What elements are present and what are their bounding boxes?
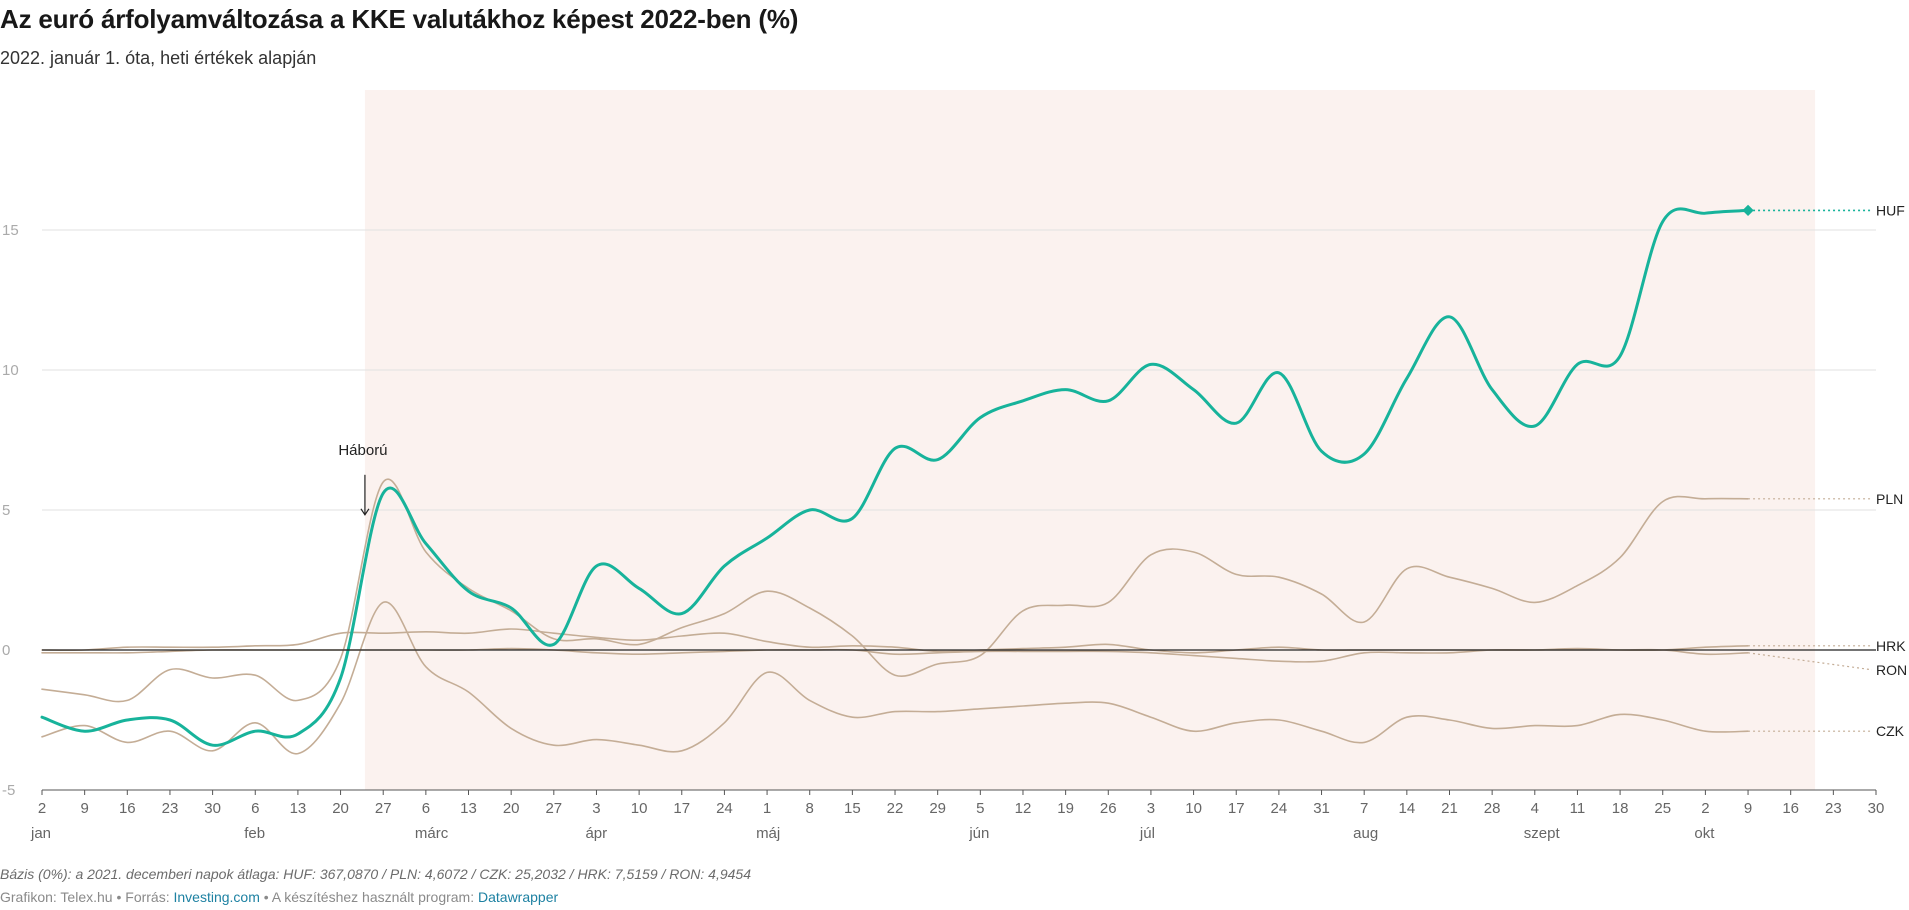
series-line-pln (41, 478, 1749, 703)
series-label-ron: RON (1876, 662, 1907, 678)
month-label: jan (30, 825, 51, 842)
x-tick-label: 11 (1570, 800, 1586, 817)
month-label: aug (1353, 825, 1378, 842)
chart-subtitle: 2022. január 1. óta, heti értékek alapjá… (0, 48, 317, 68)
x-tick-label: 13 (460, 800, 477, 817)
datawrapper-link[interactable]: Datawrapper (478, 889, 559, 905)
x-tick-label: 29 (929, 800, 946, 817)
y-tick-label: 5 (2, 502, 10, 519)
x-tick-label: 2 (1701, 800, 1709, 817)
series-line-czk (41, 601, 1749, 755)
month-label: márc (415, 825, 449, 842)
series-label-czk: CZK (1876, 723, 1905, 739)
x-tick-label: 1 (763, 800, 771, 817)
x-tick-label: 25 (1654, 800, 1671, 817)
x-tick-label: 17 (1228, 800, 1245, 817)
x-tick-label: 7 (1360, 800, 1368, 817)
x-tick-label: 27 (545, 800, 562, 817)
x-tick-label: 18 (1612, 800, 1629, 817)
x-tick-label: 21 (1441, 800, 1458, 817)
x-tick-label: 14 (1398, 800, 1415, 817)
x-tick-label: 23 (162, 800, 179, 817)
month-label: okt (1694, 825, 1715, 842)
x-tick-label: 16 (1782, 800, 1799, 817)
y-tick-label: 0 (2, 642, 10, 659)
x-tick-label: 24 (1271, 800, 1288, 817)
credit-middle: • A készítéshez használt program: (259, 889, 478, 905)
y-tick-label: 15 (2, 222, 19, 239)
x-tick-label: 20 (503, 800, 520, 817)
x-tick-label: 22 (887, 800, 904, 817)
y-axis: -5 0 5 10 15 (2, 222, 19, 799)
x-tick-label: 13 (290, 800, 307, 817)
x-tick-label: 26 (1100, 800, 1117, 817)
credit-prefix: Grafikon: Telex.hu • Forrás: (0, 889, 174, 905)
x-tick-label: 30 (1868, 800, 1885, 817)
x-tick-label: 8 (806, 800, 814, 817)
x-tick-label: 9 (80, 800, 88, 817)
x-tick-label: 4 (1531, 800, 1539, 817)
y-tick-label: 10 (2, 362, 19, 379)
highlight-range-band (364, 90, 1816, 790)
x-tick-label: 12 (1015, 800, 1032, 817)
series-labels: PLN CZK HRK RON HUF (1876, 202, 1907, 739)
series-extension-ron (1747, 652, 1873, 671)
month-label: szept (1524, 825, 1561, 842)
series-end-marker-huf (1742, 204, 1754, 217)
month-label: máj (756, 825, 780, 842)
x-axis: 2 9 16 23 30 6 13 20 27 6 13 20 27 3 10 17 24 1 8 15 22 29 5 12… (30, 789, 1885, 842)
x-tick-label: 27 (375, 800, 392, 817)
x-tick-label: 2 (38, 800, 46, 817)
grid-lines (42, 229, 1876, 511)
x-tick-label: 5 (976, 800, 984, 817)
x-tick-label: 17 (673, 800, 690, 817)
annotation-arrow-head (360, 508, 370, 516)
source-link[interactable]: Investing.com (173, 889, 260, 905)
war-period-range (364, 90, 1816, 790)
annotation: Háború (338, 442, 388, 516)
month-label: ápr (585, 825, 607, 842)
x-tick-label: 15 (844, 800, 861, 817)
series-lines (40, 204, 1876, 755)
x-tick-label: 3 (1147, 800, 1155, 817)
x-tick-label: 6 (422, 800, 430, 817)
chart-notes: Bázis (0%): a 2021. decemberi napok átla… (0, 866, 751, 882)
chart-credits: Grafikon: Telex.hu • Forrás: Investing.c… (0, 889, 558, 905)
series-label-pln: PLN (1876, 491, 1903, 507)
x-tick-label: 19 (1057, 800, 1074, 817)
x-tick-label: 30 (204, 800, 221, 817)
x-tick-label: 20 (332, 800, 349, 817)
month-label: jún (968, 825, 989, 842)
series-label-huf: HUF (1876, 202, 1905, 218)
annotation-label: Háború (338, 442, 387, 459)
x-tick-label: 3 (592, 800, 600, 817)
series-label-hrk: HRK (1876, 638, 1906, 654)
y-tick-label: -5 (2, 782, 15, 799)
series-line-huf (40, 207, 1750, 747)
x-tick-label: 6 (251, 800, 259, 817)
x-tick-label: 16 (119, 800, 136, 817)
x-tick-label: 10 (1185, 800, 1202, 817)
x-tick-label: 10 (631, 800, 648, 817)
month-label: júl (1139, 825, 1155, 842)
chart-title: Az euró árfolyamváltozása a KKE valutákh… (0, 4, 799, 34)
x-tick-label: 28 (1484, 800, 1501, 817)
x-tick-label: 9 (1744, 800, 1752, 817)
month-label: feb (244, 825, 265, 842)
x-tick-label: 24 (716, 800, 733, 817)
x-tick-label: 23 (1825, 800, 1842, 817)
x-tick-label: 31 (1313, 800, 1330, 817)
